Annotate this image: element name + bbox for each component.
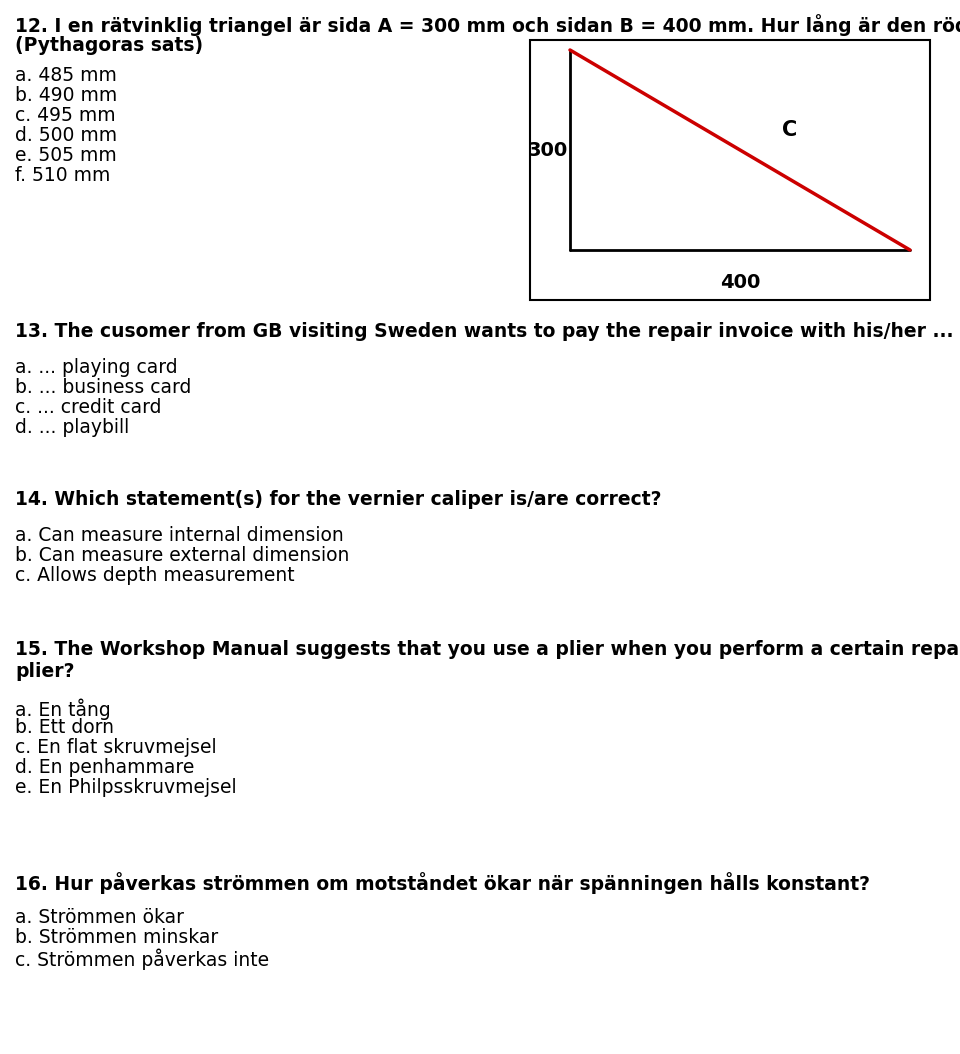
Text: c. ... credit card: c. ... credit card [15, 398, 161, 417]
Text: 12. I en rätvinklig triangel är sida A = 300 mm och sidan B = 400 mm. Hur lång ä: 12. I en rätvinklig triangel är sida A =… [15, 14, 960, 36]
Text: a. Strömmen ökar: a. Strömmen ökar [15, 907, 184, 928]
Text: c. Strömmen påverkas inte: c. Strömmen påverkas inte [15, 948, 269, 970]
Text: (Pythagoras sats): (Pythagoras sats) [15, 36, 204, 55]
Text: 14. Which statement(s) for the vernier caliper is/are correct?: 14. Which statement(s) for the vernier c… [15, 490, 661, 509]
Text: plier?: plier? [15, 662, 75, 681]
Text: 16. Hur påverkas strömmen om motståndet ökar när spänningen hålls konstant?: 16. Hur påverkas strömmen om motståndet … [15, 872, 870, 894]
Text: a. 485 mm: a. 485 mm [15, 66, 117, 85]
Text: b. Can measure external dimension: b. Can measure external dimension [15, 546, 349, 565]
Text: 400: 400 [720, 273, 760, 292]
Text: e. 505 mm: e. 505 mm [15, 147, 117, 165]
Text: 13. The cusomer from GB visiting Sweden wants to pay the repair invoice with his: 13. The cusomer from GB visiting Sweden … [15, 323, 953, 341]
Bar [530, 40, 930, 300]
Text: 300: 300 [528, 140, 568, 159]
Text: a. En tång: a. En tång [15, 698, 110, 720]
Text: 15. The Workshop Manual suggests that you use a plier when you perform a certain: 15. The Workshop Manual suggests that yo… [15, 640, 960, 659]
Text: C: C [782, 120, 798, 140]
Text: c. En flat skruvmejsel: c. En flat skruvmejsel [15, 738, 217, 757]
Text: a. ... playing card: a. ... playing card [15, 358, 178, 377]
Text: d. ... playbill: d. ... playbill [15, 418, 130, 437]
Text: b. Strömmen minskar: b. Strömmen minskar [15, 928, 218, 946]
Text: c. 495 mm: c. 495 mm [15, 106, 115, 125]
Text: b. Ett dorn: b. Ett dorn [15, 718, 114, 737]
Text: e. En Philpsskruvmejsel: e. En Philpsskruvmejsel [15, 778, 236, 797]
Text: b. 490 mm: b. 490 mm [15, 86, 117, 105]
Text: d. 500 mm: d. 500 mm [15, 126, 117, 145]
Text: f. 510 mm: f. 510 mm [15, 165, 110, 186]
Text: c. Allows depth measurement: c. Allows depth measurement [15, 566, 295, 585]
Text: d. En penhammare: d. En penhammare [15, 758, 194, 777]
Text: b. ... business card: b. ... business card [15, 378, 191, 397]
Text: a. Can measure internal dimension: a. Can measure internal dimension [15, 526, 344, 545]
